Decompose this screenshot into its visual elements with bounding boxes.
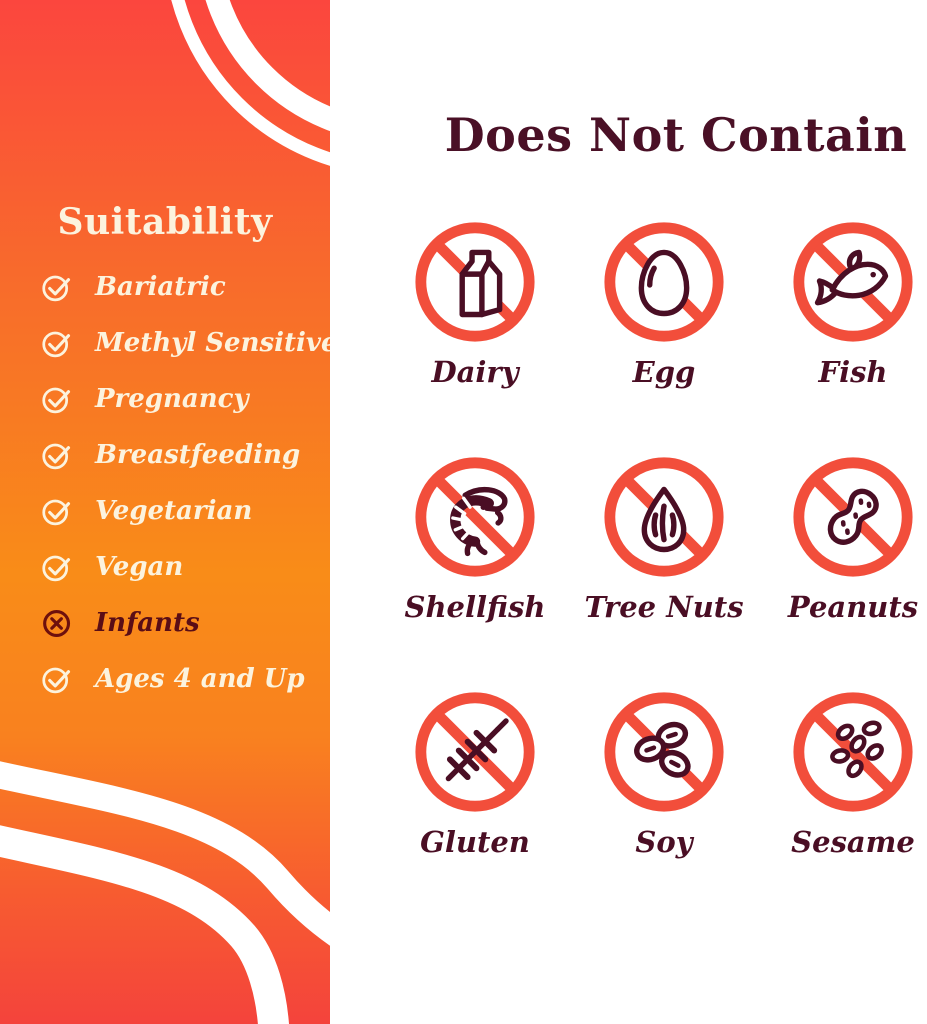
allergen-label: Shellfish	[404, 590, 546, 624]
allergen-label: Dairy	[431, 355, 519, 389]
suitability-label: Bariatric	[95, 272, 226, 302]
allergen-label: Egg	[632, 355, 696, 389]
milk-carton-icon	[411, 218, 539, 346]
allergen-label: Peanuts	[787, 590, 919, 624]
fish-icon	[789, 218, 917, 346]
check-circle-icon	[41, 495, 74, 528]
suitability-sidebar: Suitability Bariatric Methyl Sensitive P…	[0, 0, 338, 1024]
allergen-item-peanuts: Peanuts	[787, 453, 919, 624]
suitability-item-vegetarian: Vegetarian	[41, 483, 338, 539]
suitability-label: Infants	[95, 608, 200, 638]
bottom-wave-upper	[0, 761, 330, 946]
allergen-item-gluten: Gluten	[412, 688, 538, 859]
egg-icon	[600, 218, 728, 346]
check-circle-icon	[41, 383, 74, 416]
allergen-item-shellfish: Shellfish	[405, 453, 546, 624]
peanut-icon	[789, 453, 917, 581]
suitability-item-infants: Infants	[41, 595, 338, 651]
check-circle-icon	[41, 271, 74, 304]
check-circle-icon	[41, 327, 74, 360]
allergen-item-dairy: Dairy	[412, 218, 538, 389]
almond-icon	[600, 453, 728, 581]
wheat-icon	[411, 688, 539, 816]
allergen-item-egg: Egg	[601, 218, 727, 389]
suitability-item-vegan: Vegan	[41, 539, 338, 595]
suitability-label: Pregnancy	[95, 384, 249, 414]
suitability-item-methyl-sensitive: Methyl Sensitive	[41, 315, 338, 371]
allergen-item-fish: Fish	[790, 218, 916, 389]
allergen-label: Soy	[635, 825, 693, 859]
check-circle-icon	[41, 439, 74, 472]
suitability-label: Vegetarian	[95, 496, 253, 526]
allergen-item-soy: Soy	[601, 688, 727, 859]
allergen-item-tree-nuts: Tree Nuts	[584, 453, 744, 624]
allergen-label: Gluten	[420, 825, 530, 859]
allergen-label: Sesame	[791, 825, 915, 859]
allergen-label: Fish	[818, 355, 888, 389]
suitability-item-ages-4-and-up: Ages 4 and Up	[41, 651, 338, 707]
allergen-item-sesame: Sesame	[790, 688, 916, 859]
suitability-item-breastfeeding: Breastfeeding	[41, 427, 338, 483]
bottom-wave-lower	[0, 825, 289, 1024]
sesame-seeds-icon	[789, 688, 917, 816]
allergen-label: Tree Nuts	[584, 590, 744, 624]
check-circle-icon	[41, 551, 74, 584]
does-not-contain-panel: Does Not Contain Dairy Egg Fish Shellfis…	[330, 0, 927, 1024]
suitability-list: Bariatric Methyl Sensitive Pregnancy Bre…	[41, 259, 338, 707]
top-arc-outer	[171, 0, 330, 166]
suitability-item-bariatric: Bariatric	[41, 259, 338, 315]
check-circle-icon	[41, 663, 74, 696]
suitability-label: Vegan	[95, 552, 184, 582]
soybeans-icon	[600, 688, 728, 816]
suitability-label: Methyl Sensitive	[95, 328, 338, 358]
main-title: Does Not Contain	[444, 108, 908, 162]
allergen-grid: Dairy Egg Fish Shellfish Tree Nuts Peanu…	[405, 218, 927, 859]
sidebar-title: Suitability	[57, 201, 273, 243]
shrimp-icon	[411, 453, 539, 581]
suitability-label: Breastfeeding	[95, 440, 301, 470]
cross-circle-icon	[41, 607, 74, 640]
suitability-label: Ages 4 and Up	[95, 664, 305, 694]
top-arc-inner	[205, 0, 330, 132]
suitability-item-pregnancy: Pregnancy	[41, 371, 338, 427]
